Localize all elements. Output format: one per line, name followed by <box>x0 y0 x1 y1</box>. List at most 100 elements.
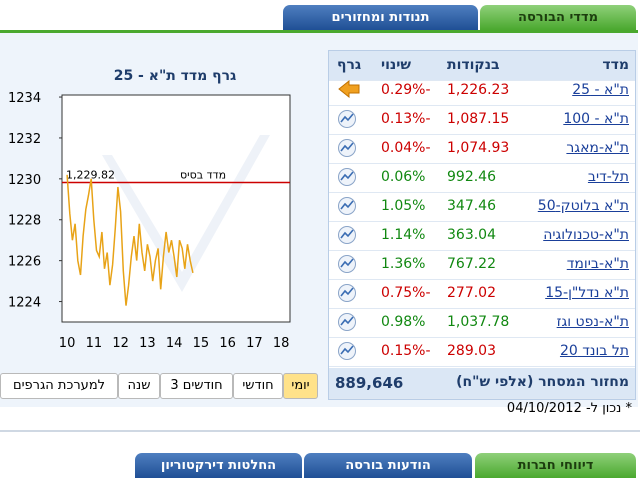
icon-shape <box>340 287 354 297</box>
tab[interactable]: החלטות דירקטוריון <box>135 453 302 478</box>
index-points: 1,037.78 <box>447 314 510 330</box>
chart-icon[interactable] <box>337 167 357 191</box>
column-header: גרף <box>337 57 362 73</box>
index-points: 767.22 <box>447 256 496 272</box>
tab[interactable]: דיווחי חברות <box>475 453 636 478</box>
table-row: ת"א-נפט וגז 1,037.78 0.98% <box>329 308 635 338</box>
index-points: 1,074.93 <box>447 140 510 156</box>
index-change: -0.15% <box>381 343 431 359</box>
index-change: -0.04% <box>381 140 431 156</box>
tab[interactable]: מדדי הבורסה <box>480 5 636 30</box>
icon-shape <box>340 229 354 239</box>
table-row: ת"א-מאגר 1,074.93 -0.04% <box>329 134 635 164</box>
chart-icon[interactable] <box>337 312 357 336</box>
y-tick-label: 1224 <box>8 296 41 311</box>
index-change: 0.98% <box>381 314 426 330</box>
icon-shape <box>338 342 356 360</box>
table-row: ת"א - 100 1,087.15 -0.13% <box>329 105 635 135</box>
chart-icon[interactable] <box>337 196 357 220</box>
icon-shape <box>338 197 356 215</box>
separator <box>0 430 640 432</box>
index-points: 1,226.23 <box>447 82 510 98</box>
table-row: ת"א בלוטק-50 347.46 1.05% <box>329 192 635 222</box>
index-name[interactable]: ת"א-ביומד <box>566 256 629 272</box>
watermark <box>102 135 270 292</box>
chart-icon[interactable] <box>337 225 357 249</box>
index-name[interactable]: ת"א בלוטק-50 <box>537 198 629 214</box>
index-points: 289.03 <box>447 343 496 359</box>
x-tick-label: 15 <box>193 336 210 351</box>
chart-icon[interactable] <box>337 109 357 133</box>
index-change: -0.75% <box>381 285 431 301</box>
index-change: 1.05% <box>381 198 426 214</box>
index-name[interactable]: ת"א נדל"ן-15 <box>545 285 629 301</box>
index-change: 1.14% <box>381 227 426 243</box>
period-button[interactable]: חודשי <box>233 373 283 399</box>
index-name[interactable]: ת"א-טכנולוגיה <box>543 227 629 243</box>
y-tick-label: 1230 <box>8 173 41 188</box>
table-row: ת"א-ביומד 767.22 1.36% <box>329 250 635 280</box>
column-header: שינוי <box>381 57 412 73</box>
chart-title: גרף מדד ת"א - 25 <box>114 68 237 84</box>
tab[interactable]: הודעות בורסה <box>304 453 472 478</box>
index-change: 0.06% <box>381 169 426 185</box>
index-name[interactable]: ת"א-נפט וגז <box>556 314 629 330</box>
index-name[interactable]: ת"א - 100 <box>563 111 629 127</box>
date-note: * נכון ל- 04/10/2012 <box>506 401 632 416</box>
icon-shape <box>338 284 356 302</box>
chart-icon[interactable] <box>337 341 357 365</box>
icon-shape <box>340 171 354 181</box>
tab[interactable]: תנודות ומחזורים <box>283 5 478 30</box>
index-change: -0.13% <box>381 111 431 127</box>
y-tick-label: 1228 <box>8 214 41 229</box>
index-name[interactable]: ת"א - 25 <box>572 82 629 98</box>
table-row: תל בונד 20 289.03 -0.15% <box>329 337 635 367</box>
icon-shape <box>338 226 356 244</box>
table-row: ת"א נדל"ן-15 277.02 -0.75% <box>329 279 635 309</box>
index-points: 992.46 <box>447 169 496 185</box>
chart-icon[interactable] <box>337 138 357 162</box>
table-row: ת"א-טכנולוגיה 363.04 1.14% <box>329 221 635 251</box>
index-name[interactable]: תל-דיב <box>587 169 629 185</box>
period-button[interactable]: יומי <box>283 373 318 399</box>
icon-shape <box>338 168 356 186</box>
y-tick-label: 1232 <box>8 132 41 147</box>
index-points: 347.46 <box>447 198 496 214</box>
x-tick-label: 10 <box>59 336 76 351</box>
column-header: מדד <box>602 57 629 73</box>
chart: גרף מדד ת"א - 25 1224 1226 1228 1230 1232 123… <box>8 68 291 351</box>
table-row: תל-דיב 992.46 0.06% <box>329 163 635 193</box>
plot-area <box>61 94 291 323</box>
chart-icon[interactable] <box>337 283 357 307</box>
chart-icon[interactable] <box>337 79 361 102</box>
index-name[interactable]: תל בונד 20 <box>559 343 629 359</box>
index-points: 1,087.15 <box>447 111 510 127</box>
y-tick-label: 1226 <box>8 255 41 270</box>
icon-shape <box>340 345 354 355</box>
x-tick-label: 11 <box>86 336 103 351</box>
index-name[interactable]: ת"א-מאגר <box>566 140 629 156</box>
x-tick-label: 12 <box>112 336 129 351</box>
y-tick-label: 1234 <box>8 91 41 106</box>
turnover-value: 889,646 <box>335 374 404 392</box>
turnover-row: מחזור המסחר (אלפי ש"ח) 889,646 <box>329 368 635 399</box>
icon-shape <box>338 255 356 273</box>
icon-shape <box>338 313 356 331</box>
table-header: מדד בנקודות שינוי גרף <box>329 51 635 81</box>
x-tick-label: 13 <box>139 336 156 351</box>
icon-shape <box>338 79 360 99</box>
period-button[interactable]: 3 חודשים <box>160 373 233 399</box>
chart-icon[interactable] <box>337 254 357 278</box>
x-tick-label: 17 <box>246 336 263 351</box>
x-tick-label: 14 <box>166 336 183 351</box>
base-label: מדד בסיס <box>180 169 226 182</box>
period-button[interactable]: למערכת הגרפים <box>0 373 118 399</box>
icon-shape <box>338 139 356 157</box>
icon-shape <box>340 316 354 326</box>
index-points: 363.04 <box>447 227 496 243</box>
period-button[interactable]: שנה <box>118 373 160 399</box>
turnover-label: מחזור המסחר (אלפי ש"ח) <box>456 374 629 390</box>
x-tick-label: 18 <box>273 336 290 351</box>
icon-shape <box>340 113 354 123</box>
